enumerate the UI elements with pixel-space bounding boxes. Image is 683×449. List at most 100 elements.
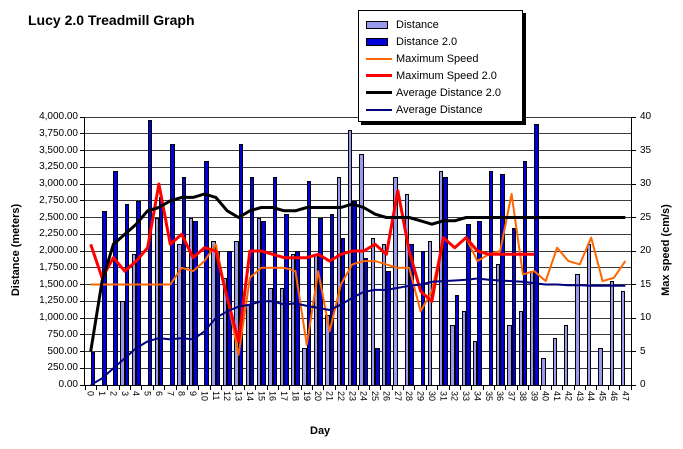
plot-gridline [85,166,631,168]
left-axis-tick [80,384,85,386]
bar-distance-2-0 [511,227,517,385]
bar-distance-2-0 [249,177,255,385]
bar-distance-2-0 [420,251,426,385]
right-axis-tick-label: 10 [640,312,652,323]
x-axis-tick-label: 7 [165,391,176,397]
legend-swatch-mark [366,37,388,46]
bar-distance-2-0 [352,200,357,385]
left-axis-tick [80,317,85,319]
x-axis-tick [596,386,598,390]
x-axis-tick [118,386,120,390]
right-axis-tick [631,217,636,218]
legend-item-maximum-speed-2-0: Maximum Speed 2.0 [366,67,518,84]
legend: Distance Distance 2.0 Maximum Speed Maximum… [358,10,523,122]
legend-item-label: Maximum Speed 2.0 [396,69,497,82]
x-axis-tick-label: 37 [506,391,517,402]
x-axis-tick-label: 36 [495,391,506,402]
x-axis-tick-label: 27 [392,391,403,402]
plot-gridline [85,351,631,352]
legend-item-label: Distance [396,18,439,31]
x-axis-tick [84,386,86,390]
left-axis-tick-label: 3,000.00 [39,178,78,189]
x-axis-tick [152,386,154,390]
plot-gridline [85,317,631,319]
x-axis-tick-label: 24 [358,391,369,402]
bar-distance-2-0 [488,170,494,385]
right-axis-tick-label: 5 [640,345,646,357]
bar-distance [575,274,580,385]
left-axis-tick [80,183,85,185]
bar-distance-2-0 [90,351,96,385]
x-axis-tick [289,386,291,390]
bar-distance-2-0 [534,123,539,385]
legend-bar-swatch [366,37,392,46]
x-axis-title: Day [310,425,331,437]
bar-distance [427,240,432,385]
plot-gridline [85,267,631,269]
x-axis-tick [277,386,279,390]
plot-gridline [85,183,631,185]
x-axis-tick-label: 14 [244,391,255,402]
left-axis-tick [80,351,85,352]
x-axis-tick-label: 8 [176,391,187,397]
x-axis-tick [414,386,416,390]
bar-distance-2-0 [386,271,391,385]
right-axis-line [631,117,632,386]
legend-swatch-mark [366,74,392,77]
bar-distance-2-0 [477,220,482,385]
bar-distance-2-0 [158,197,164,385]
bar-distance-2-0 [375,348,380,385]
x-axis-tick-label: 15 [256,391,267,402]
legend-line-swatch [366,74,392,77]
bar-distance-2-0 [193,220,198,385]
bar-distance [393,177,398,385]
x-axis-tick-label: 41 [552,391,563,402]
x-axis-tick [425,386,427,390]
x-axis-tick [585,386,586,390]
x-axis-tick [186,386,188,390]
right-axis-tick-label: 30 [640,178,652,189]
legend-swatch-mark [366,91,392,94]
x-axis-tick-label: 39 [529,391,540,402]
bar-distance-2-0 [102,210,107,385]
x-axis-tick [482,386,484,390]
x-axis-tick-label: 19 [301,391,312,402]
right-axis-tick-label: 15 [640,278,652,290]
x-axis-tick [391,386,393,390]
left-axis-tick-label: 2,250.00 [39,228,78,240]
plot-gridline [85,300,631,302]
x-axis-tick-label: 5 [142,391,153,397]
left-axis-tick [80,133,85,135]
x-axis-tick-label: 6 [153,391,164,397]
x-axis-tick [550,386,552,390]
left-axis-tick-label: 2,500.00 [39,211,78,223]
legend-bar-swatch [366,20,392,29]
left-axis-tick-label: 1,500.00 [39,278,78,290]
bar-distance-2-0 [272,177,278,385]
legend-item-label: Average Distance 2.0 [396,86,501,99]
right-axis-tick [631,284,636,285]
x-axis-tick [471,386,473,390]
bar-distance-2-0 [295,251,300,385]
bar-distance [552,338,558,385]
x-axis-tick [380,386,382,390]
x-axis-tick [175,386,177,390]
x-axis-tick-label: 26 [381,391,392,402]
plot-gridline [85,367,631,369]
left-axis-tick-label: 0.00 [58,379,78,390]
x-axis-tick-label: 10 [199,391,210,402]
left-axis-tick-label: 2,750.00 [39,194,78,206]
legend-item-distance-2-0: Distance 2.0 [366,33,518,50]
x-axis-tick-label: 4 [131,391,142,397]
x-axis-tick-label: 22 [335,391,346,402]
x-axis-tick [346,386,348,390]
left-axis-tick [80,166,85,168]
x-axis-tick-label: 35 [483,391,494,402]
x-axis-tick [403,386,404,390]
bar-distance-2-0 [340,237,346,385]
left-axis-tick [80,267,85,269]
bar-distance-2-0 [454,294,460,385]
x-axis-tick-label: 21 [324,391,335,402]
bar-distance-2-0 [500,173,505,385]
